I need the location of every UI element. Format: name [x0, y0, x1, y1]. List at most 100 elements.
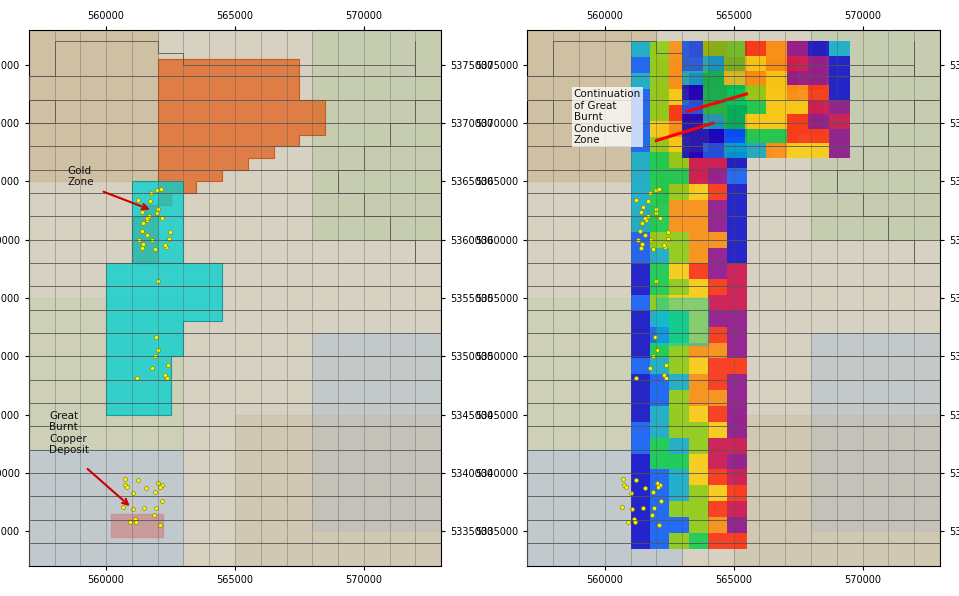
Point: [623, 488, 639, 498]
Polygon shape: [724, 129, 745, 144]
Point: [136, 504, 152, 513]
Polygon shape: [650, 327, 669, 343]
Point: [633, 244, 648, 253]
Polygon shape: [708, 121, 727, 136]
Polygon shape: [669, 295, 689, 311]
Polygon shape: [727, 232, 746, 247]
Polygon shape: [708, 89, 727, 105]
Polygon shape: [669, 200, 689, 216]
Polygon shape: [786, 56, 807, 70]
Polygon shape: [745, 85, 766, 100]
Polygon shape: [29, 30, 441, 566]
Polygon shape: [132, 181, 183, 263]
Polygon shape: [727, 263, 746, 280]
Polygon shape: [766, 85, 786, 100]
Polygon shape: [631, 59, 824, 263]
Point: [661, 227, 676, 237]
Polygon shape: [703, 85, 724, 100]
Point: [149, 333, 164, 342]
Polygon shape: [811, 333, 940, 531]
Polygon shape: [689, 422, 708, 437]
Point: [118, 480, 133, 490]
Polygon shape: [829, 56, 850, 70]
Point: [653, 496, 668, 505]
Text: Gold
Zone: Gold Zone: [67, 166, 94, 187]
Point: [643, 235, 659, 244]
Polygon shape: [631, 343, 650, 358]
Point: [645, 351, 661, 361]
Polygon shape: [669, 89, 689, 105]
Point: [134, 244, 150, 253]
Polygon shape: [669, 406, 689, 422]
Polygon shape: [807, 85, 829, 100]
Polygon shape: [766, 100, 786, 114]
Polygon shape: [703, 70, 724, 85]
Polygon shape: [734, 415, 940, 566]
Polygon shape: [631, 485, 650, 501]
Polygon shape: [727, 136, 746, 153]
Polygon shape: [708, 390, 727, 406]
Point: [157, 240, 173, 250]
Polygon shape: [689, 437, 708, 454]
Point: [162, 227, 177, 237]
Polygon shape: [727, 42, 746, 57]
Polygon shape: [724, 114, 745, 129]
Polygon shape: [631, 136, 650, 153]
Polygon shape: [689, 89, 708, 105]
Point: [152, 482, 167, 492]
Polygon shape: [724, 144, 745, 158]
Polygon shape: [650, 184, 669, 200]
Polygon shape: [631, 263, 650, 280]
Polygon shape: [631, 247, 650, 263]
Polygon shape: [631, 121, 650, 136]
Point: [153, 480, 169, 490]
Polygon shape: [650, 517, 669, 533]
Polygon shape: [727, 437, 746, 454]
Polygon shape: [631, 470, 650, 485]
Polygon shape: [829, 100, 850, 114]
Polygon shape: [727, 517, 746, 533]
Polygon shape: [689, 247, 708, 263]
Polygon shape: [766, 114, 786, 129]
Polygon shape: [669, 454, 689, 470]
Polygon shape: [689, 485, 708, 501]
Polygon shape: [727, 485, 746, 501]
Polygon shape: [786, 129, 807, 144]
Point: [641, 212, 656, 221]
Polygon shape: [669, 232, 689, 247]
Polygon shape: [708, 168, 727, 184]
Point: [660, 234, 675, 243]
Polygon shape: [235, 415, 441, 566]
Polygon shape: [727, 168, 746, 184]
Point: [648, 186, 664, 195]
Polygon shape: [682, 114, 703, 129]
Polygon shape: [727, 184, 746, 200]
Polygon shape: [708, 437, 727, 454]
Polygon shape: [650, 374, 669, 390]
Polygon shape: [689, 136, 708, 153]
Polygon shape: [689, 200, 708, 216]
Polygon shape: [727, 105, 746, 121]
Polygon shape: [631, 42, 650, 57]
Polygon shape: [682, 85, 703, 100]
Polygon shape: [807, 56, 829, 70]
Polygon shape: [650, 390, 669, 406]
Polygon shape: [708, 57, 727, 73]
Point: [619, 482, 634, 492]
Polygon shape: [689, 311, 708, 327]
Polygon shape: [689, 454, 708, 470]
Polygon shape: [631, 168, 650, 184]
Point: [637, 483, 652, 493]
Polygon shape: [631, 437, 650, 454]
Polygon shape: [829, 144, 850, 158]
Polygon shape: [829, 114, 850, 129]
Point: [147, 487, 162, 496]
Polygon shape: [689, 343, 708, 358]
Point: [159, 373, 175, 383]
Polygon shape: [689, 121, 708, 136]
Point: [135, 239, 151, 249]
Polygon shape: [745, 144, 766, 158]
Polygon shape: [766, 56, 786, 70]
Polygon shape: [669, 42, 689, 57]
Polygon shape: [727, 374, 746, 390]
